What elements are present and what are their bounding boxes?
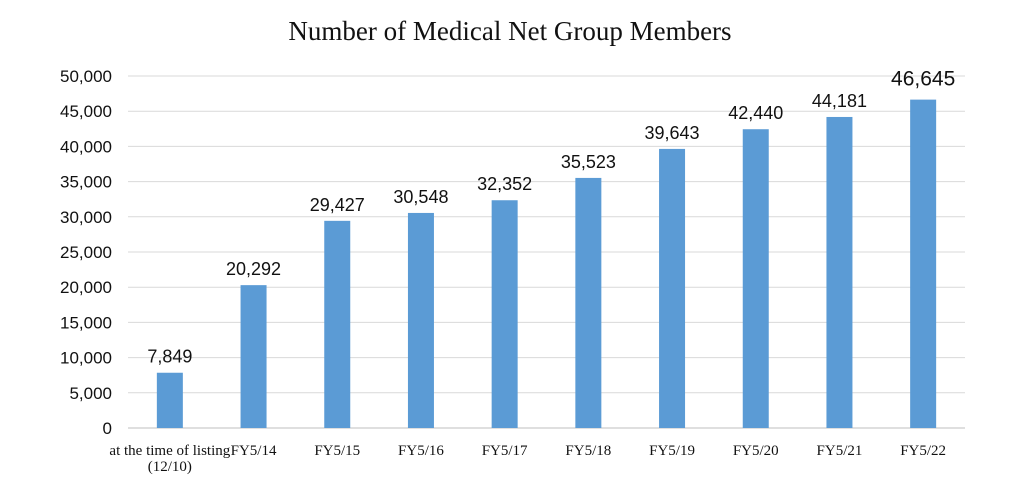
y-axis-ticks: 0 5,000 10,000 15,000 20,000 25,000 30,000 35,0… bbox=[60, 67, 112, 438]
y-tick-label: 50,000 bbox=[60, 67, 112, 86]
bar bbox=[910, 99, 937, 428]
y-tick-label: 15,000 bbox=[60, 313, 112, 332]
bar bbox=[407, 212, 434, 428]
x-tick-label: at the time of listing bbox=[109, 443, 230, 459]
data-label: 29,427 bbox=[310, 195, 365, 215]
chart-title: Number of Medical Net Group Members bbox=[288, 16, 731, 46]
y-tick-label: 45,000 bbox=[60, 102, 112, 121]
data-label: 32,352 bbox=[477, 174, 532, 194]
y-tick-label: 35,000 bbox=[60, 173, 112, 192]
data-label: 39,643 bbox=[645, 123, 700, 143]
x-tick-label: FY5/18 bbox=[565, 443, 611, 459]
y-tick-label: 10,000 bbox=[60, 349, 112, 368]
y-tick-label: 0 bbox=[103, 419, 112, 438]
y-tick-label: 20,000 bbox=[60, 278, 112, 297]
data-label: 46,645 bbox=[891, 68, 955, 91]
x-tick-label: FY5/21 bbox=[817, 443, 863, 459]
y-tick-label: 25,000 bbox=[60, 243, 112, 262]
x-tick-label: FY5/16 bbox=[398, 443, 444, 459]
data-label: 35,523 bbox=[561, 152, 616, 172]
bar bbox=[659, 148, 686, 429]
data-label: 7,849 bbox=[147, 347, 192, 367]
x-tick-label: (12/10) bbox=[148, 459, 192, 475]
x-tick-label: FY5/17 bbox=[482, 443, 528, 459]
x-axis-ticks: at the time of listing(12/10) FY5/14 FY5/1… bbox=[109, 443, 946, 475]
data-label: 20,292 bbox=[226, 259, 281, 279]
bar bbox=[742, 129, 769, 428]
data-labels: 7,849 20,292 29,427 30,548 32,352 35,523 39,64… bbox=[147, 68, 955, 367]
data-label: 30,548 bbox=[393, 187, 448, 207]
x-tick-label: FY5/15 bbox=[314, 443, 360, 459]
y-tick-label: 40,000 bbox=[60, 137, 112, 156]
bars bbox=[156, 99, 937, 429]
bar bbox=[826, 116, 853, 428]
x-tick-label: FY5/20 bbox=[733, 443, 779, 459]
x-tick-label: FY5/19 bbox=[649, 443, 695, 459]
bar bbox=[491, 200, 518, 428]
y-tick-label: 30,000 bbox=[60, 208, 112, 227]
y-tick-label: 5,000 bbox=[69, 384, 112, 403]
data-label: 44,181 bbox=[812, 91, 867, 111]
gridlines bbox=[128, 75, 965, 429]
x-tick-label: FY5/14 bbox=[231, 443, 277, 459]
bar bbox=[240, 285, 267, 428]
data-label: 42,440 bbox=[728, 103, 783, 123]
bar bbox=[324, 220, 351, 428]
x-tick-label: FY5/22 bbox=[900, 443, 946, 459]
bar bbox=[575, 177, 602, 428]
bar bbox=[156, 372, 183, 428]
